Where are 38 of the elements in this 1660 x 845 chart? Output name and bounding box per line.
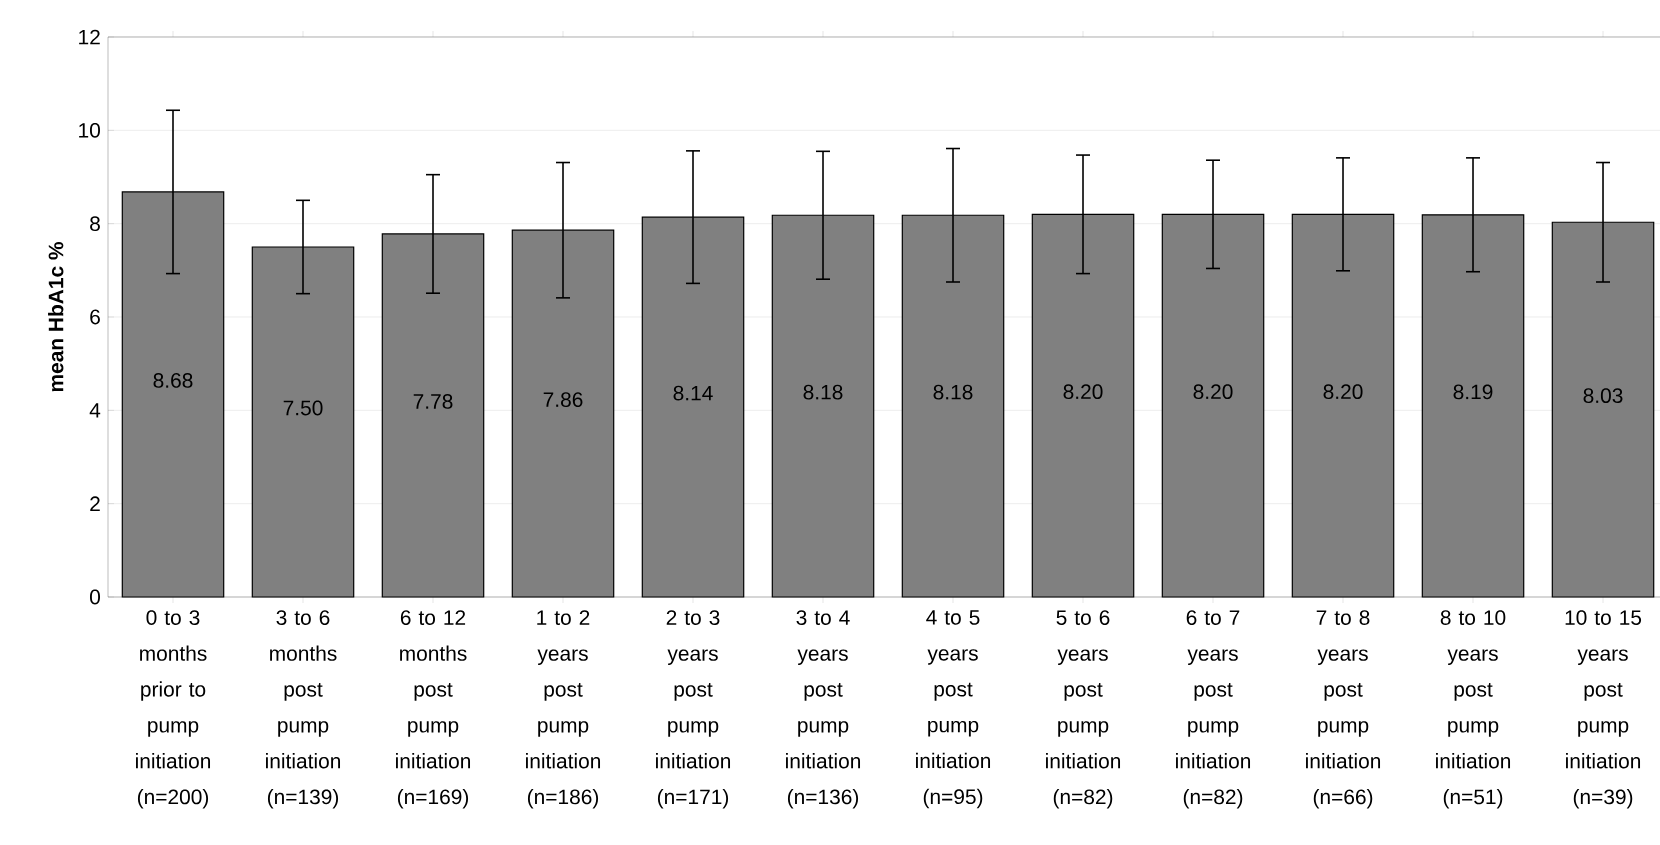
x-tick-label: 10 to 15 years post pump initiation (n=39)	[1565, 610, 1642, 809]
x-tick-label: 6 to 7 years post pump initiation (n=82)	[1176, 610, 1251, 809]
data-label: 8.14	[673, 385, 713, 401]
y-tick-label: 2	[90, 496, 100, 511]
data-label: 8.03	[1583, 388, 1623, 404]
bar	[1031, 213, 1135, 598]
y-axis-title: mean HbA1c %	[48, 242, 64, 392]
x-tick-label: 3 to 6 months post pump initiation (n=139)	[266, 610, 341, 809]
data-label: 7.86	[543, 392, 583, 407]
x-tick-label: 3 to 4 years post pump initiation (n=136)	[786, 610, 861, 809]
bar	[1161, 213, 1265, 598]
y-tick-label: 10	[79, 122, 100, 138]
bar	[511, 229, 615, 598]
x-tick-label: 4 to 5 years post pump initiation (n=95)	[916, 610, 991, 809]
x-tick-label: 1 to 2 years post pump initiation (n=186)	[526, 610, 601, 809]
data-label: 8.19	[1453, 384, 1493, 400]
x-tick-label: 0 to 3 months prior to pump initiation (n=200)	[136, 610, 211, 809]
data-label: 8.20	[1063, 384, 1103, 400]
data-label: 8.20	[1323, 384, 1363, 400]
y-tick-label: 6	[90, 309, 100, 325]
data-label: 8.68	[153, 373, 193, 388]
bar	[771, 214, 875, 598]
y-tick-label: 4	[89, 403, 101, 418]
data-label: 8.18	[933, 384, 973, 400]
y-tick-label: 12	[79, 29, 100, 45]
x-tick-label: 7 to 8 years post pump initiation (n=66)	[1306, 610, 1381, 809]
x-tick-label: 2 to 3 years post pump initiation (n=171)	[656, 610, 731, 809]
y-tick-label: 0	[90, 589, 100, 605]
bar	[901, 214, 1005, 598]
y-tick-label: 8	[90, 216, 100, 232]
x-tick-label: 5 to 6 years post pump initiation (n=82)	[1046, 610, 1121, 809]
data-label: 7.50	[283, 400, 323, 416]
x-tick-label: 8 to 10 years post pump initiation (n=51)	[1436, 610, 1511, 809]
x-tick-label: 6 to 12 months post pump initiation (n=169)	[396, 610, 471, 809]
data-label: 8.18	[803, 384, 843, 400]
data-label: 8.20	[1193, 384, 1233, 400]
bar	[1291, 213, 1395, 598]
data-label: 7.78	[413, 394, 453, 409]
